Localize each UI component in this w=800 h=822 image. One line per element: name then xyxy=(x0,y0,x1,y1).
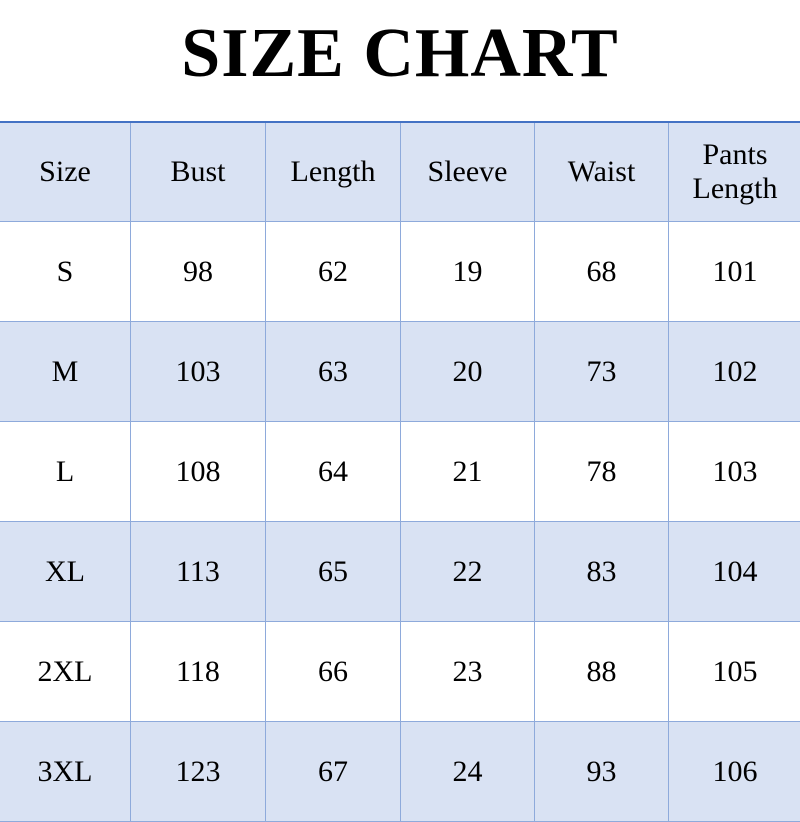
table-cell: 22 xyxy=(401,522,535,622)
column-header: Pants Length xyxy=(669,122,800,222)
table-cell: 73 xyxy=(535,322,669,422)
table-cell: 21 xyxy=(401,422,535,522)
table-cell: 104 xyxy=(669,522,800,622)
table-cell: XL xyxy=(0,522,131,622)
table-cell: 118 xyxy=(131,622,266,722)
page-title: SIZE CHART xyxy=(0,14,800,94)
table-cell: 101 xyxy=(669,222,800,322)
table-cell: 83 xyxy=(535,522,669,622)
table-cell: 102 xyxy=(669,322,800,422)
table-cell: 106 xyxy=(669,722,800,822)
table-cell: 66 xyxy=(266,622,401,722)
table-cell: 23 xyxy=(401,622,535,722)
column-header: Bust xyxy=(131,122,266,222)
table-cell: 93 xyxy=(535,722,669,822)
table-cell: 62 xyxy=(266,222,401,322)
table-cell: 2XL xyxy=(0,622,131,722)
table-cell: 19 xyxy=(401,222,535,322)
column-header: Sleeve xyxy=(401,122,535,222)
table-cell: 78 xyxy=(535,422,669,522)
table-cell: 20 xyxy=(401,322,535,422)
table-cell: L xyxy=(0,422,131,522)
column-header: Waist xyxy=(535,122,669,222)
table-cell: 3XL xyxy=(0,722,131,822)
column-header: Size xyxy=(0,122,131,222)
table-cell: 123 xyxy=(131,722,266,822)
table-cell: 67 xyxy=(266,722,401,822)
table-cell: 108 xyxy=(131,422,266,522)
table-cell: M xyxy=(0,322,131,422)
table-cell: 68 xyxy=(535,222,669,322)
table-cell: 98 xyxy=(131,222,266,322)
column-header: Length xyxy=(266,122,401,222)
table-cell: 103 xyxy=(131,322,266,422)
table-cell: S xyxy=(0,222,131,322)
table-cell: 88 xyxy=(535,622,669,722)
table-cell: 63 xyxy=(266,322,401,422)
table-cell: 113 xyxy=(131,522,266,622)
table-cell: 64 xyxy=(266,422,401,522)
table-cell: 65 xyxy=(266,522,401,622)
table-cell: 105 xyxy=(669,622,800,722)
table-cell: 24 xyxy=(401,722,535,822)
table-cell: 103 xyxy=(669,422,800,522)
